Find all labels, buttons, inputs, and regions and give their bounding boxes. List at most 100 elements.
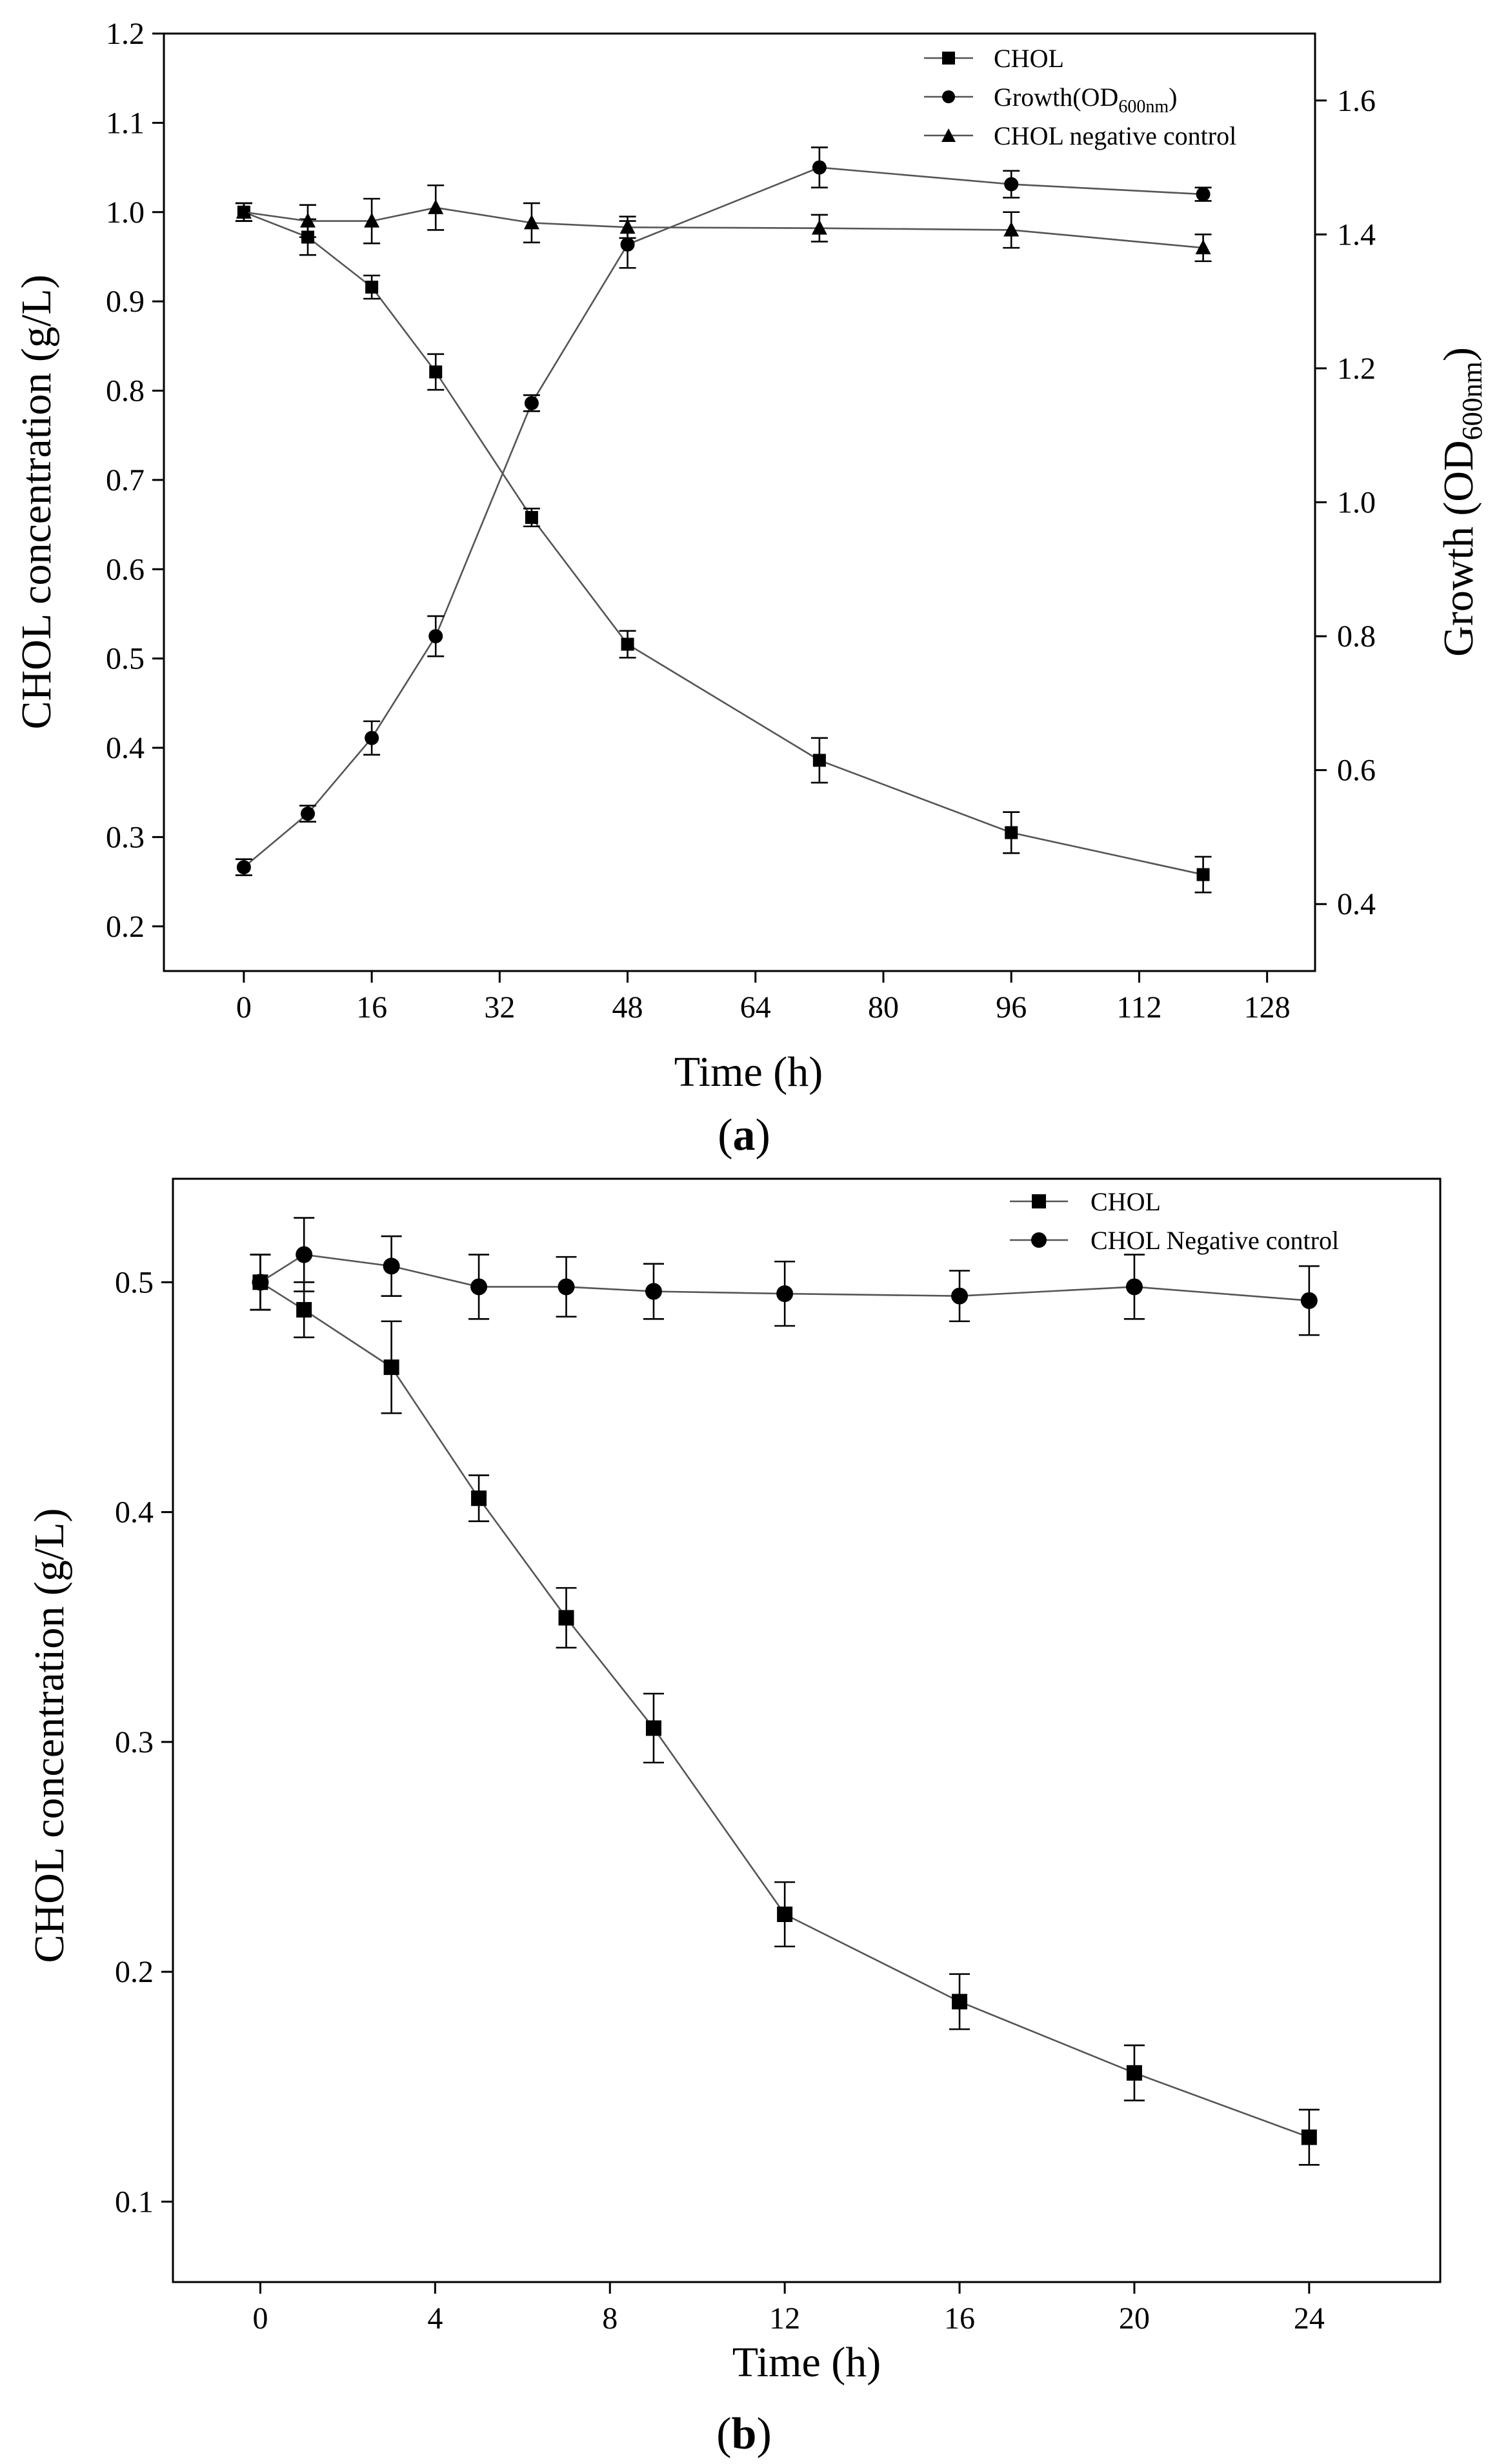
chart-panel-a: 0 16 32 48 64 80 96 112 128 0.2 0.3 0.4 0.5 0.6 0.7 0.… (13, 17, 1488, 1160)
x-tick-label: 32 (484, 990, 515, 1025)
data-point-square (296, 1302, 312, 1318)
x-tick-label: 8 (602, 2301, 618, 2336)
series-line-chol-negative-control (243, 206, 1203, 249)
panel-caption-a: (a) (718, 1110, 770, 1160)
data-point-circle (470, 1278, 488, 1296)
data-point-triangle (811, 219, 827, 235)
plot-frame (163, 32, 1316, 972)
data-point-square (1301, 2129, 1317, 2145)
panel-caption-b: (b) (716, 2409, 772, 2459)
data-point-triangle (428, 199, 444, 214)
y2-tick-label: 1.4 (1337, 217, 1376, 252)
data-point-circle (645, 1283, 662, 1300)
x-tick-label: 12 (769, 2301, 800, 2336)
y-axis-title: CHOL concentration (g/L) (26, 1508, 73, 1963)
y2-tick-label: 1.0 (1337, 486, 1376, 520)
y2-tick-label: 0.6 (1337, 754, 1376, 788)
data-point-square (471, 1490, 487, 1507)
data-point-square (525, 511, 538, 525)
y-tick-label: 1.2 (106, 17, 145, 51)
x-tick-label: 16 (356, 990, 387, 1025)
data-point-square (1196, 868, 1210, 881)
data-point-triangle (1195, 239, 1211, 255)
series-line-chol-negative-control (259, 1254, 1309, 1302)
x-tick-label: 64 (740, 990, 771, 1025)
data-point-circle (1196, 187, 1211, 202)
data-point-circle (236, 860, 251, 875)
y-tick-label: 0.3 (106, 820, 145, 854)
x-tick-label: 16 (944, 2301, 975, 2336)
data-point-circle (620, 237, 635, 252)
y-tick-label: 1.1 (106, 106, 145, 140)
data-point-circle (812, 160, 827, 175)
data-point-triangle (1003, 221, 1020, 237)
legend-item-chol: CHOL (924, 44, 1064, 73)
data-point-circle (951, 1287, 969, 1305)
y-tick-label: 0.9 (106, 285, 145, 319)
x-tick-label: 20 (1119, 2301, 1150, 2336)
legend-item-growth: Growth(OD600nm) (924, 83, 1177, 117)
x-tick-label: 128 (1244, 990, 1291, 1025)
series-line-growth-od600nm (243, 166, 1203, 868)
data-point-square (365, 281, 379, 294)
data-point-square (621, 637, 634, 651)
data-point-square (645, 1720, 661, 1736)
y-tick-label: 0.1 (115, 2185, 154, 2219)
data-point-square (1126, 2065, 1142, 2081)
data-point-square (952, 1994, 968, 2010)
legend-item-chol: CHOL (1010, 1187, 1161, 1216)
x-axis-title: Time (h) (674, 1048, 823, 1096)
data-point-square (558, 1610, 574, 1626)
data-point-square (1005, 826, 1018, 839)
data-point-circle (296, 1246, 313, 1263)
legend-label: CHOL Negative control (1091, 1226, 1339, 1255)
data-point-triangle (619, 219, 636, 234)
x-tick-label: 4 (427, 2301, 443, 2336)
legend-item-negative-control: CHOL Negative control (1010, 1226, 1339, 1255)
y2-tick-label: 0.4 (1337, 887, 1376, 921)
y-tick-label: 1.0 (106, 195, 145, 230)
y-tick-label: 0.5 (115, 1265, 154, 1299)
y2-tick-label: 0.8 (1337, 619, 1376, 654)
data-point-circle (252, 1274, 269, 1291)
legend: CHOL Growth(OD600nm) CHOL negative contr… (924, 44, 1236, 150)
data-point-circle (301, 806, 315, 821)
series-line-chol (243, 211, 1203, 876)
x-axis-title: Time (h) (732, 2339, 881, 2386)
data-point-circle (1004, 177, 1019, 192)
legend: CHOL CHOL Negative control (1010, 1187, 1339, 1255)
chart-panel-b: 0 4 8 12 16 20 24 0.1 0.2 0.3 0.4 0.5 CHOL CHOL Ne… (26, 1177, 1442, 2459)
data-point-triangle (300, 212, 316, 228)
data-point-circle (1125, 1278, 1143, 1296)
y-tick-label: 0.6 (106, 552, 145, 586)
data-point-square (429, 365, 443, 379)
data-point-square (777, 1907, 793, 1922)
y-tick-label: 0.2 (115, 1955, 154, 1989)
y2-axis-title: Growth (OD600nm) (1435, 347, 1488, 657)
y2-tick-label: 1.6 (1337, 84, 1376, 118)
data-point-circle (524, 396, 539, 410)
legend-label: CHOL (994, 44, 1064, 73)
data-point-circle (558, 1278, 575, 1296)
data-point-circle (1300, 1292, 1318, 1309)
data-point-circle (776, 1285, 794, 1303)
y-tick-label: 0.2 (106, 910, 145, 944)
y-axis-title: CHOL concentration (g/L) (13, 275, 60, 730)
x-tick-label: 80 (868, 990, 899, 1025)
data-point-circle (428, 629, 443, 644)
legend-label: CHOL negative control (994, 121, 1236, 150)
data-point-triangle (364, 212, 380, 228)
x-tick-label: 96 (996, 990, 1027, 1025)
data-point-triangle (523, 214, 539, 230)
y2-tick-label: 1.2 (1337, 352, 1376, 386)
series-line-chol (259, 1281, 1310, 2138)
data-point-circle (365, 730, 379, 745)
x-tick-label: 0 (252, 2301, 268, 2336)
plot-frame (172, 1177, 1442, 2283)
y-tick-label: 0.7 (106, 463, 145, 497)
data-point-triangle (236, 203, 252, 219)
data-point-square (812, 754, 826, 767)
x-tick-label: 48 (612, 990, 643, 1025)
y-tick-label: 0.4 (106, 731, 145, 765)
